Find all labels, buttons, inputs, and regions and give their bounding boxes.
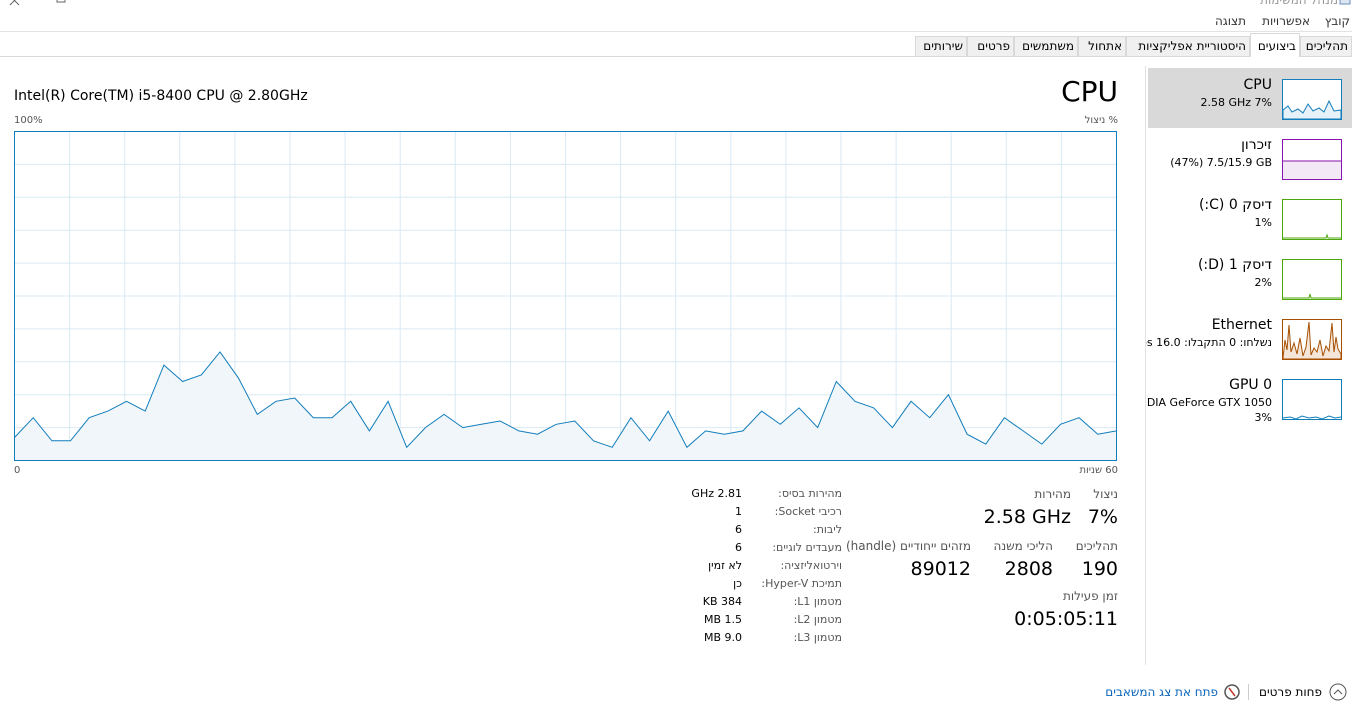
tab-label[interactable]: פרטים [977,39,1010,53]
window-title: מנהל המשימות [1260,0,1338,7]
stat-value: 0:05:05:11 [1014,608,1118,630]
sidebar-subtitle: 2.58 GHz 7% [1200,96,1272,109]
cpu-model: Intel(R) Core(TM) i5-8400 CPU @ 2.80GHz [14,88,308,104]
gpu-thumb[interactable] [1282,379,1342,420]
detail-value: 6 [735,523,742,536]
stat-value: 2808 [1004,558,1053,580]
stat-label: מהירות [1034,487,1071,501]
gpu-thumb-line [1282,415,1342,420]
disk1-thumb-line [1283,293,1341,299]
detail-value: 384 KB [702,595,742,608]
stat-label: מזהים ייחודיים (handle) [845,539,971,553]
stat-value: 7% [1087,506,1118,528]
tab-label[interactable]: משתמשים [1022,39,1074,53]
detail-value: 9.0 MB [703,631,742,644]
app-icon [1339,0,1351,5]
monitor-icon-needle [1228,687,1236,697]
sidebar-title[interactable]: זיכרון [1241,137,1272,153]
tab[interactable] [1126,36,1250,57]
graph-border [14,131,1117,461]
detail-label: וירטואליזציה: [780,559,842,572]
tab-label[interactable]: היסטוריית אפליקציות [1138,39,1246,53]
tab-active[interactable]: ביצועים [1257,39,1296,53]
detail-label: מטמון L1: [793,595,842,608]
detail-label: מעבדים לוגיים: [772,541,842,554]
graph-x-left-label: 0 [14,465,21,476]
graph-unit-label: % ניצול [1084,115,1118,126]
footer-icons [1224,683,1347,701]
close-icon[interactable] [9,0,20,6]
cpu-thumb-line [1282,99,1342,120]
disk0-thumb[interactable] [1282,199,1342,240]
sidebar-subtitle: 2% [1254,276,1272,289]
menu-item[interactable]: אפשרויות [1262,14,1310,28]
sidebar-title[interactable]: דיסק 0 (C:) [1198,197,1272,213]
detail-label: ליבות: [812,523,842,536]
tab[interactable] [915,36,967,57]
stat-label: תהליכים [1075,539,1118,553]
detail-label: מטמון L2: [793,613,842,626]
tab-label[interactable]: שירותים [923,39,963,53]
stat-value: 190 [1081,558,1118,580]
detail-label: תמיכת Hyper-V: [761,577,842,590]
detail-value: לא זמין [708,559,742,572]
sidebar: CPU 2.58 GHz 7% זיכרון (47%) 7.5/15.9 GB דיס… [1146,66,1352,666]
tab[interactable] [1078,36,1126,57]
sidebar-title[interactable]: Ethernet [1211,317,1272,333]
fewer-details[interactable]: פחות פרטים [1259,685,1322,699]
cpu-line [14,351,1117,449]
detail-label: מהירות בסיס: [778,487,842,500]
graph-max-label: 100% [14,115,43,126]
menu-item[interactable]: תצוגה [1214,14,1246,28]
sidebar-subtitle: 1% [1254,216,1272,229]
sidebar-title[interactable]: CPU [1243,77,1272,93]
sidebar-thumbnails [1282,79,1342,420]
graph-x-right-label: 60 שניות [1079,465,1118,476]
tab[interactable] [967,36,1014,57]
stat-label: ניצול [1093,487,1118,501]
collapse-chevron [1333,689,1343,695]
sidebar-subtitle: NVIDIA GeForce GTX 1050 [1146,396,1272,409]
cpu-graph [14,131,1117,461]
stat-value: 89012 [910,558,971,580]
detail-value: 1.5 MB [703,613,742,626]
stat-label: זמן פעילות [1062,589,1118,603]
restore-icon[interactable] [56,0,66,3]
detail-label: רכיבי Socket: [774,505,842,518]
sidebar-title[interactable]: GPU 0 [1229,377,1272,393]
cpu-heading: CPU [1061,75,1118,108]
tab-label[interactable]: תהליכים [1305,39,1348,53]
resource-monitor-link[interactable]: פתח את צג המשאבים [1105,685,1218,699]
memory-thumb-fill [1283,161,1341,179]
stat-value: 2.58 GHz [983,506,1071,528]
tab[interactable] [1014,36,1078,57]
detail-label: מטמון L3: [793,631,842,644]
stat-label: הליכי משנה [993,539,1053,553]
ethernet-thumb-line [1282,321,1342,360]
collapse-icon[interactable] [1329,683,1347,701]
sidebar-title[interactable]: דיסק 1 (D:) [1197,257,1272,273]
cpu-area [14,351,1117,461]
detail-value: 6 [735,541,742,554]
detail-value: 1 [735,505,742,518]
detail-value: כן [733,577,742,590]
disk0-thumb-line [1283,233,1341,239]
sidebar-subtitle: נשלחו: 0 התקבלו: 16.0 Kbps [1146,336,1272,349]
menu-item[interactable]: קובץ [1324,14,1350,28]
detail-value: 2.81 GHz [691,487,742,500]
sidebar-detail: 3% [1254,411,1272,424]
disk1-thumb[interactable] [1282,259,1342,300]
sidebar-subtitle: (47%) 7.5/15.9 GB [1170,156,1272,169]
tab-label[interactable]: אתחול [1088,39,1122,53]
